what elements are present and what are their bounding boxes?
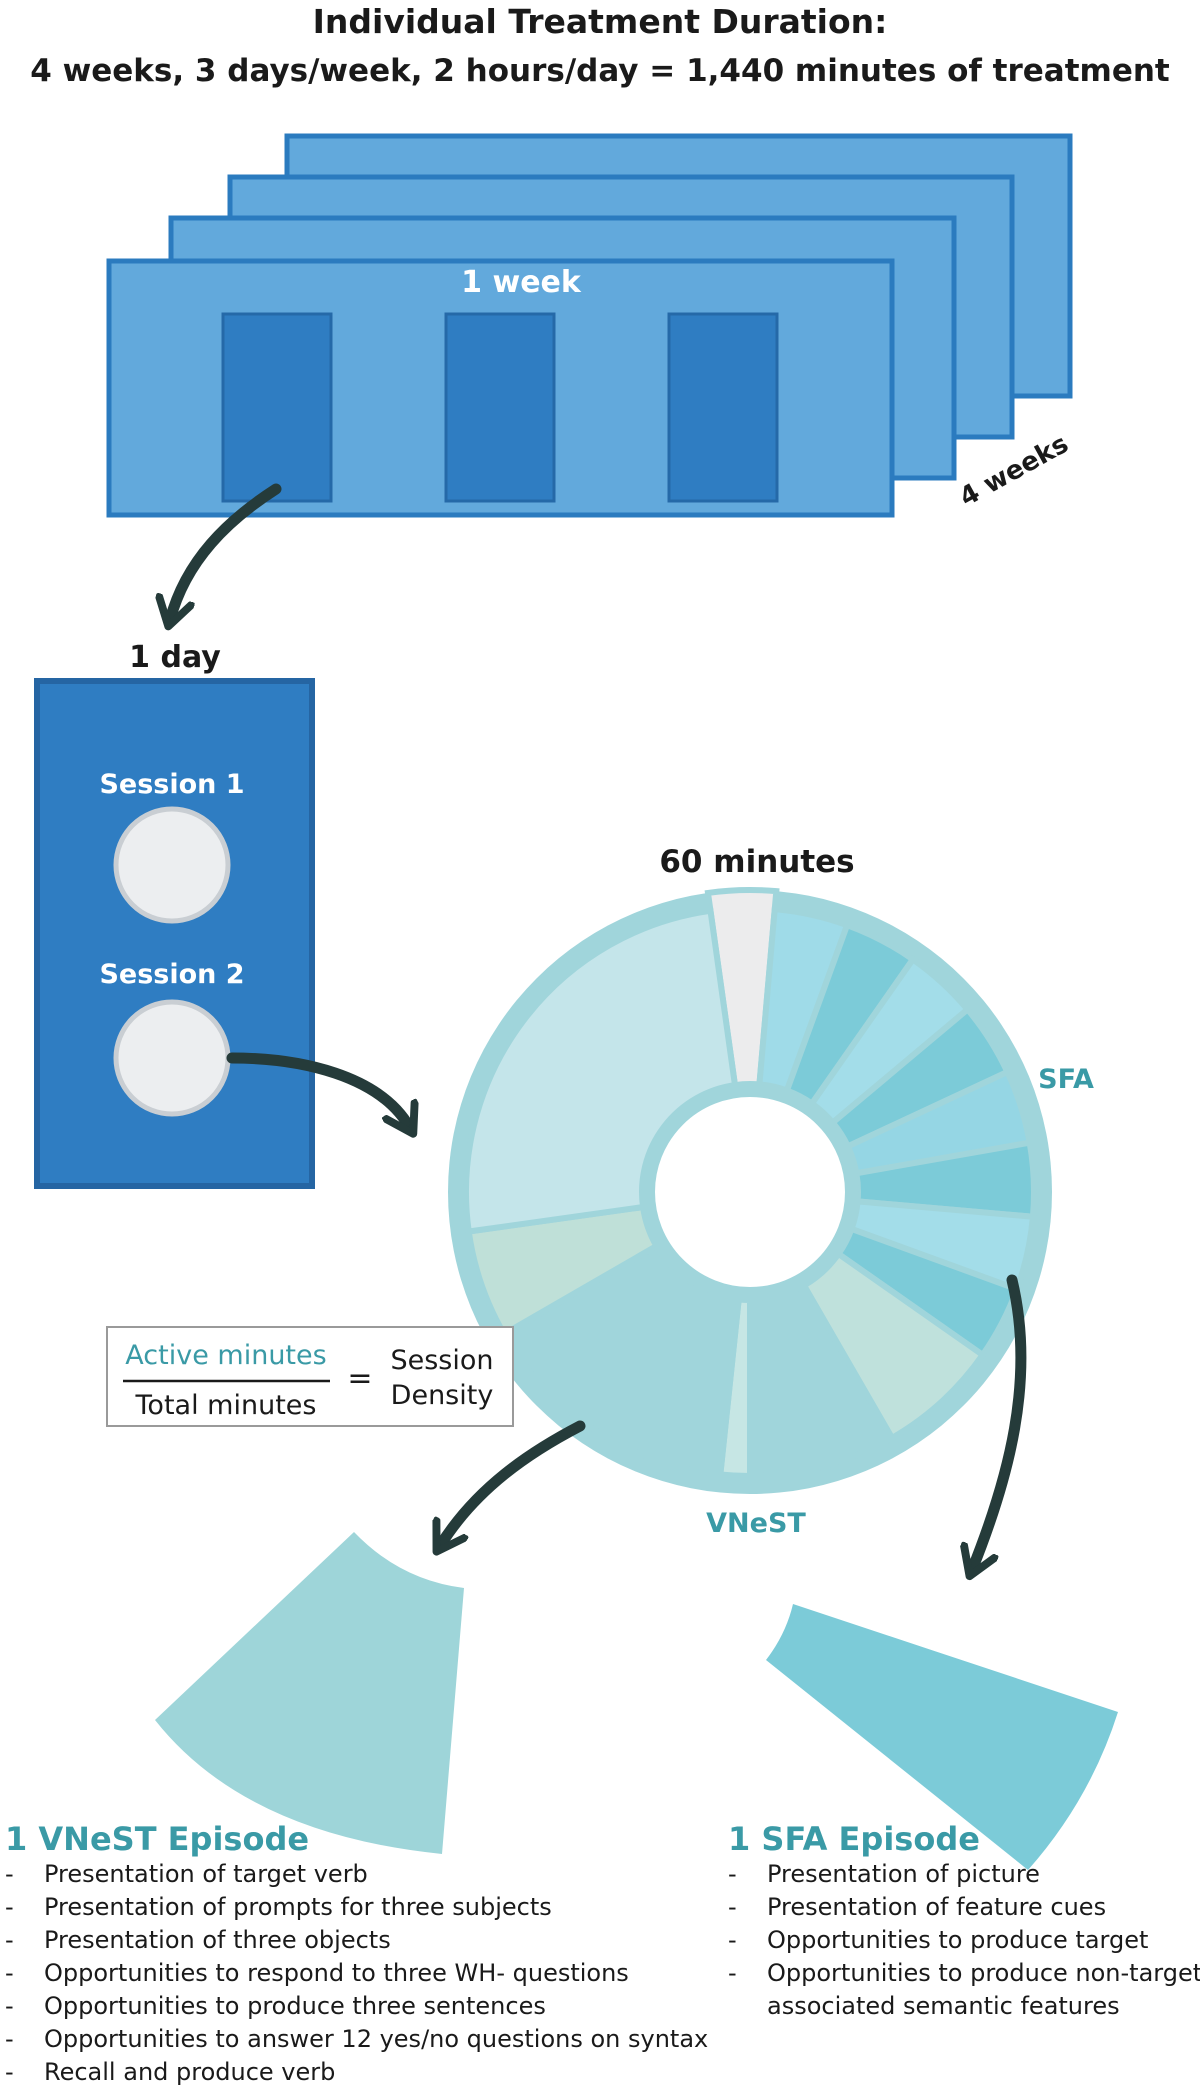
week-stack: 1 week 4 weeks: [106, 133, 1074, 518]
list-bullet: -: [5, 2058, 14, 2086]
list-bullet: -: [5, 1992, 14, 2020]
sfa-episode-title: 1 SFA Episode: [728, 1820, 980, 1858]
vnest-wheel-label: VNeST: [706, 1508, 806, 1539]
arrow-wheel-to-sfa-episode: [972, 1274, 1027, 1570]
session-2-circle: [113, 999, 231, 1117]
list-item: Opportunities to produce non-target,: [767, 1959, 1200, 1987]
list-bullet: -: [5, 1926, 14, 1954]
day-block-1: [221, 312, 333, 503]
day-label: 1 day: [129, 640, 221, 675]
session-1-circle: [113, 806, 231, 924]
list-bullet: -: [728, 1860, 737, 1888]
sfa-wheel-label: SFA: [1038, 1064, 1094, 1095]
list-bullet: -: [5, 2025, 14, 2053]
wheel-minutes-label: 60 minutes: [659, 844, 854, 880]
page-subtitle: 4 weeks, 3 days/week, 2 hours/day = 1,44…: [30, 53, 1170, 89]
sfa-episode-list: - Presentation of picture - Presentation of…: [728, 1860, 1200, 2020]
session-2-label: Session 2: [99, 959, 244, 990]
vnest-episode-list: - Presentation of target verb - Presentatio…: [5, 1860, 708, 2086]
list-item: Opportunities to respond to three WH- qu…: [44, 1959, 629, 1987]
session-wheel: [448, 887, 1052, 1494]
arrow-session-to-wheel: [226, 1052, 410, 1128]
formula-denominator: Total minutes: [135, 1390, 317, 1421]
session-density-formula: Active minutes Total minutes = Session D…: [106, 1326, 514, 1427]
day-panel: Session 1 Session 2: [34, 678, 315, 1189]
list-bullet: -: [728, 1926, 737, 1954]
weeks-count-label: 4 weeks: [955, 429, 1074, 513]
list-item: Presentation of target verb: [44, 1860, 368, 1888]
formula-numerator: Active minutes: [125, 1340, 326, 1371]
vnest-episode-wedge: [155, 1532, 464, 1854]
session-1-label: Session 1: [99, 769, 244, 800]
formula-box: [106, 1326, 514, 1427]
page-title: Individual Treatment Duration:: [313, 2, 888, 41]
day-block-3: [667, 312, 779, 503]
list-bullet: -: [728, 1959, 737, 1987]
day-block-2: [444, 312, 556, 503]
list-item: Recall and produce verb: [44, 2058, 335, 2086]
list-item: Presentation of prompts for three subjec…: [44, 1893, 552, 1921]
sfa-episode-wedge: [766, 1604, 1118, 1870]
list-item: Opportunities to produce three sentences: [44, 1992, 546, 2020]
week-label: 1 week: [461, 265, 582, 300]
list-item: Presentation of feature cues: [767, 1893, 1106, 1921]
list-item: Presentation of three objects: [44, 1926, 391, 1954]
list-item: Opportunities to produce target: [767, 1926, 1148, 1954]
list-bullet: -: [728, 1893, 737, 1921]
arrow-wheel-to-vnest-episode: [440, 1420, 586, 1546]
formula-result-line1: Session: [390, 1345, 493, 1376]
formula-equals: =: [347, 1361, 372, 1396]
formula-result-line2: Density: [391, 1380, 494, 1411]
wheel-center-hole: [641, 1083, 859, 1301]
list-bullet: -: [5, 1860, 14, 1888]
list-bullet: -: [5, 1959, 14, 1987]
list-item: Opportunities to answer 12 yes/no questi…: [44, 2025, 708, 2053]
list-item: Presentation of picture: [767, 1860, 1040, 1888]
list-item: associated semantic features: [767, 1992, 1120, 2020]
arrow-week-to-day: [170, 483, 282, 620]
list-bullet: -: [5, 1893, 14, 1921]
vnest-episode-title: 1 VNeST Episode: [5, 1820, 309, 1858]
sfa-episode: 1 SFA Episode - Presentation of picture - P…: [728, 1820, 1200, 2020]
vnest-episode: 1 VNeST Episode - Presentation of target …: [5, 1820, 708, 2086]
